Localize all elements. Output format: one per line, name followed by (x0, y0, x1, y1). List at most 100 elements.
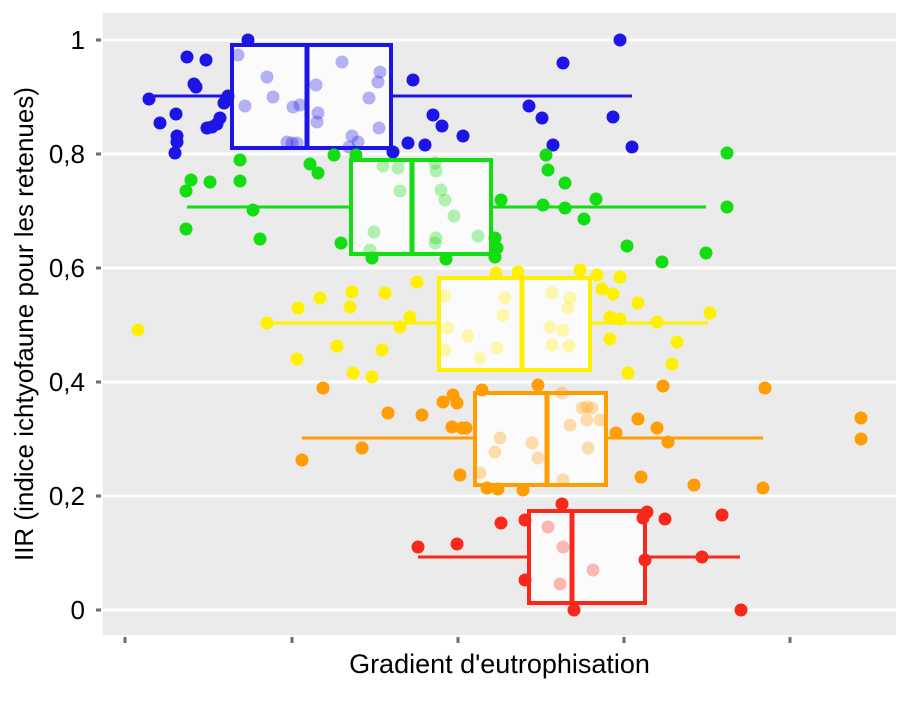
data-point-class-green (246, 203, 260, 217)
data-point-class-yellow (290, 352, 304, 366)
data-point-class-blue (426, 108, 440, 122)
data-point-class-green (577, 212, 591, 226)
median-line-class-orange (544, 390, 550, 487)
data-point-class-orange (687, 478, 701, 492)
data-point-inside-class-yellow (563, 291, 577, 305)
data-point-class-green (179, 222, 193, 236)
data-point-class-green (655, 255, 669, 269)
data-point-inside-class-green (471, 229, 485, 243)
data-point-inside-class-blue (335, 55, 349, 69)
data-point-class-blue (169, 107, 183, 121)
data-point-inside-class-orange (580, 400, 594, 414)
data-point-class-blue (625, 140, 639, 154)
data-point-inside-class-blue (309, 78, 323, 92)
y-tick-mark (96, 266, 101, 270)
data-point-class-green (720, 146, 734, 160)
data-point-inside-class-green (429, 164, 443, 178)
x-tick-mark (456, 637, 460, 643)
data-point-class-orange (355, 441, 369, 455)
data-point-inside-class-blue (266, 90, 280, 104)
data-point-class-yellow (613, 312, 627, 326)
whisker-right-class-yellow (592, 321, 709, 325)
data-point-class-yellow (330, 339, 344, 353)
gridline (103, 494, 896, 498)
box-class-orange (473, 390, 609, 487)
data-point-class-blue (456, 129, 470, 143)
y-tick-mark (96, 380, 101, 384)
data-point-class-yellow (573, 263, 587, 277)
data-point-class-orange (656, 379, 670, 393)
data-point-inside-class-orange (473, 466, 487, 480)
data-point-class-red (567, 603, 581, 617)
data-point-class-green (620, 239, 634, 253)
data-point-inside-class-green (447, 209, 461, 223)
data-point-class-orange (480, 481, 494, 495)
y-tick-label: 0,2 (48, 480, 85, 511)
data-point-class-blue (401, 136, 415, 150)
data-point-inside-class-blue (285, 136, 299, 150)
data-point-class-orange (450, 396, 464, 410)
data-point-class-blue (406, 73, 420, 87)
data-point-inside-class-yellow (461, 329, 475, 343)
box-class-green (348, 157, 494, 256)
data-point-class-green (253, 232, 267, 246)
data-point-class-green (541, 163, 555, 177)
y-axis-tick-labels: 1 0,8 0,6 0,4 0,2 0 (0, 13, 95, 635)
data-point-class-yellow (291, 301, 305, 315)
data-point-class-blue (241, 33, 255, 47)
data-point-class-blue (418, 138, 432, 152)
data-point-inside-class-red (586, 563, 600, 577)
data-point-inside-class-orange (580, 413, 594, 427)
gridline (103, 608, 896, 612)
data-point-inside-class-green (434, 183, 448, 197)
data-point-inside-class-yellow (490, 341, 504, 355)
y-tick-label: 0 (70, 594, 85, 625)
whisker-left-class-red (417, 555, 528, 559)
data-point-class-yellow (650, 315, 664, 329)
data-point-class-yellow (603, 332, 617, 346)
data-point-class-orange (459, 421, 473, 435)
data-point-inside-class-blue (293, 98, 307, 112)
data-point-class-blue (189, 80, 203, 94)
data-point-class-orange (631, 412, 645, 426)
data-point-class-yellow (606, 287, 620, 301)
data-point-class-yellow (260, 316, 274, 330)
data-point-class-green (203, 175, 217, 189)
data-point-class-green (488, 231, 502, 245)
data-point-class-yellow (403, 310, 417, 324)
data-point-class-green (327, 148, 341, 162)
x-axis-tick-marks (103, 637, 896, 645)
data-point-class-green (488, 250, 502, 264)
data-point-class-yellow (511, 265, 525, 279)
data-point-inside-class-orange (585, 401, 599, 415)
data-point-inside-class-red (553, 577, 567, 591)
data-point-inside-class-orange (575, 401, 589, 415)
data-point-inside-class-blue (290, 136, 304, 150)
data-point-class-green (349, 148, 363, 162)
x-tick-mark (622, 637, 626, 643)
whisker-left-class-blue (146, 94, 230, 98)
data-point-inside-class-yellow (496, 308, 510, 322)
data-point-class-green (699, 246, 713, 260)
data-point-class-orange (445, 420, 459, 434)
data-point-class-red (636, 511, 650, 525)
data-point-inside-class-yellow (561, 301, 575, 315)
whisker-right-class-orange (608, 436, 763, 440)
data-point-class-blue (142, 92, 156, 106)
data-point-class-blue (606, 110, 620, 124)
data-point-class-orange (531, 378, 545, 392)
gridline (103, 380, 896, 384)
data-point-class-orange (415, 408, 429, 422)
y-tick-label: 0,4 (48, 366, 85, 397)
data-point-class-yellow (365, 370, 379, 384)
data-point-class-blue (168, 146, 182, 160)
data-point-class-green (439, 252, 453, 266)
data-point-inside-class-orange (531, 451, 545, 465)
plot-area (103, 13, 896, 635)
data-point-class-orange (756, 481, 770, 495)
data-point-class-orange (854, 411, 868, 425)
x-tick-mark (123, 637, 127, 643)
data-point-inside-class-blue (371, 75, 385, 89)
data-point-inside-class-yellow (543, 320, 557, 334)
data-point-inside-class-blue (238, 99, 252, 113)
